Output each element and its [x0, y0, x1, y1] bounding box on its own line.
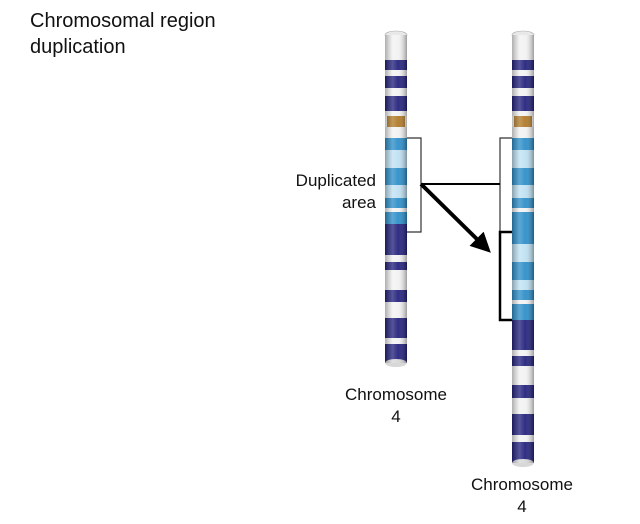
duplicated-area-label-line2: area: [341, 193, 376, 212]
chromosome-right-number: 4: [517, 497, 527, 516]
right-original-bracket: [499, 137, 512, 233]
chromosome-right-shading: [512, 35, 534, 463]
diagram-title: Chromosomal region duplication: [30, 8, 216, 60]
chromosome-left: [384, 30, 408, 367]
chromosome-right-name: Chromosome: [470, 475, 574, 494]
chromosome-left-name: Chromosome: [344, 385, 448, 404]
chromosome-left-label: Chromosome 4: [326, 384, 466, 428]
chromosome-left-number: 4: [391, 407, 401, 426]
duplicated-area-label-line1: Duplicated: [295, 171, 376, 190]
chromosome-right-label: Chromosome 4: [452, 474, 592, 518]
duplicated-area-label: Duplicated area: [262, 170, 376, 214]
right-duplicate-bracket: [498, 230, 512, 322]
chromosome-left-shading: [385, 35, 407, 363]
title-line-1: Chromosomal region: [30, 10, 216, 32]
duplication-arrow: [419, 182, 491, 253]
left-duplication-bracket: [407, 137, 422, 233]
title-line-2: duplication: [30, 36, 126, 58]
chromosome-right: [511, 30, 535, 467]
